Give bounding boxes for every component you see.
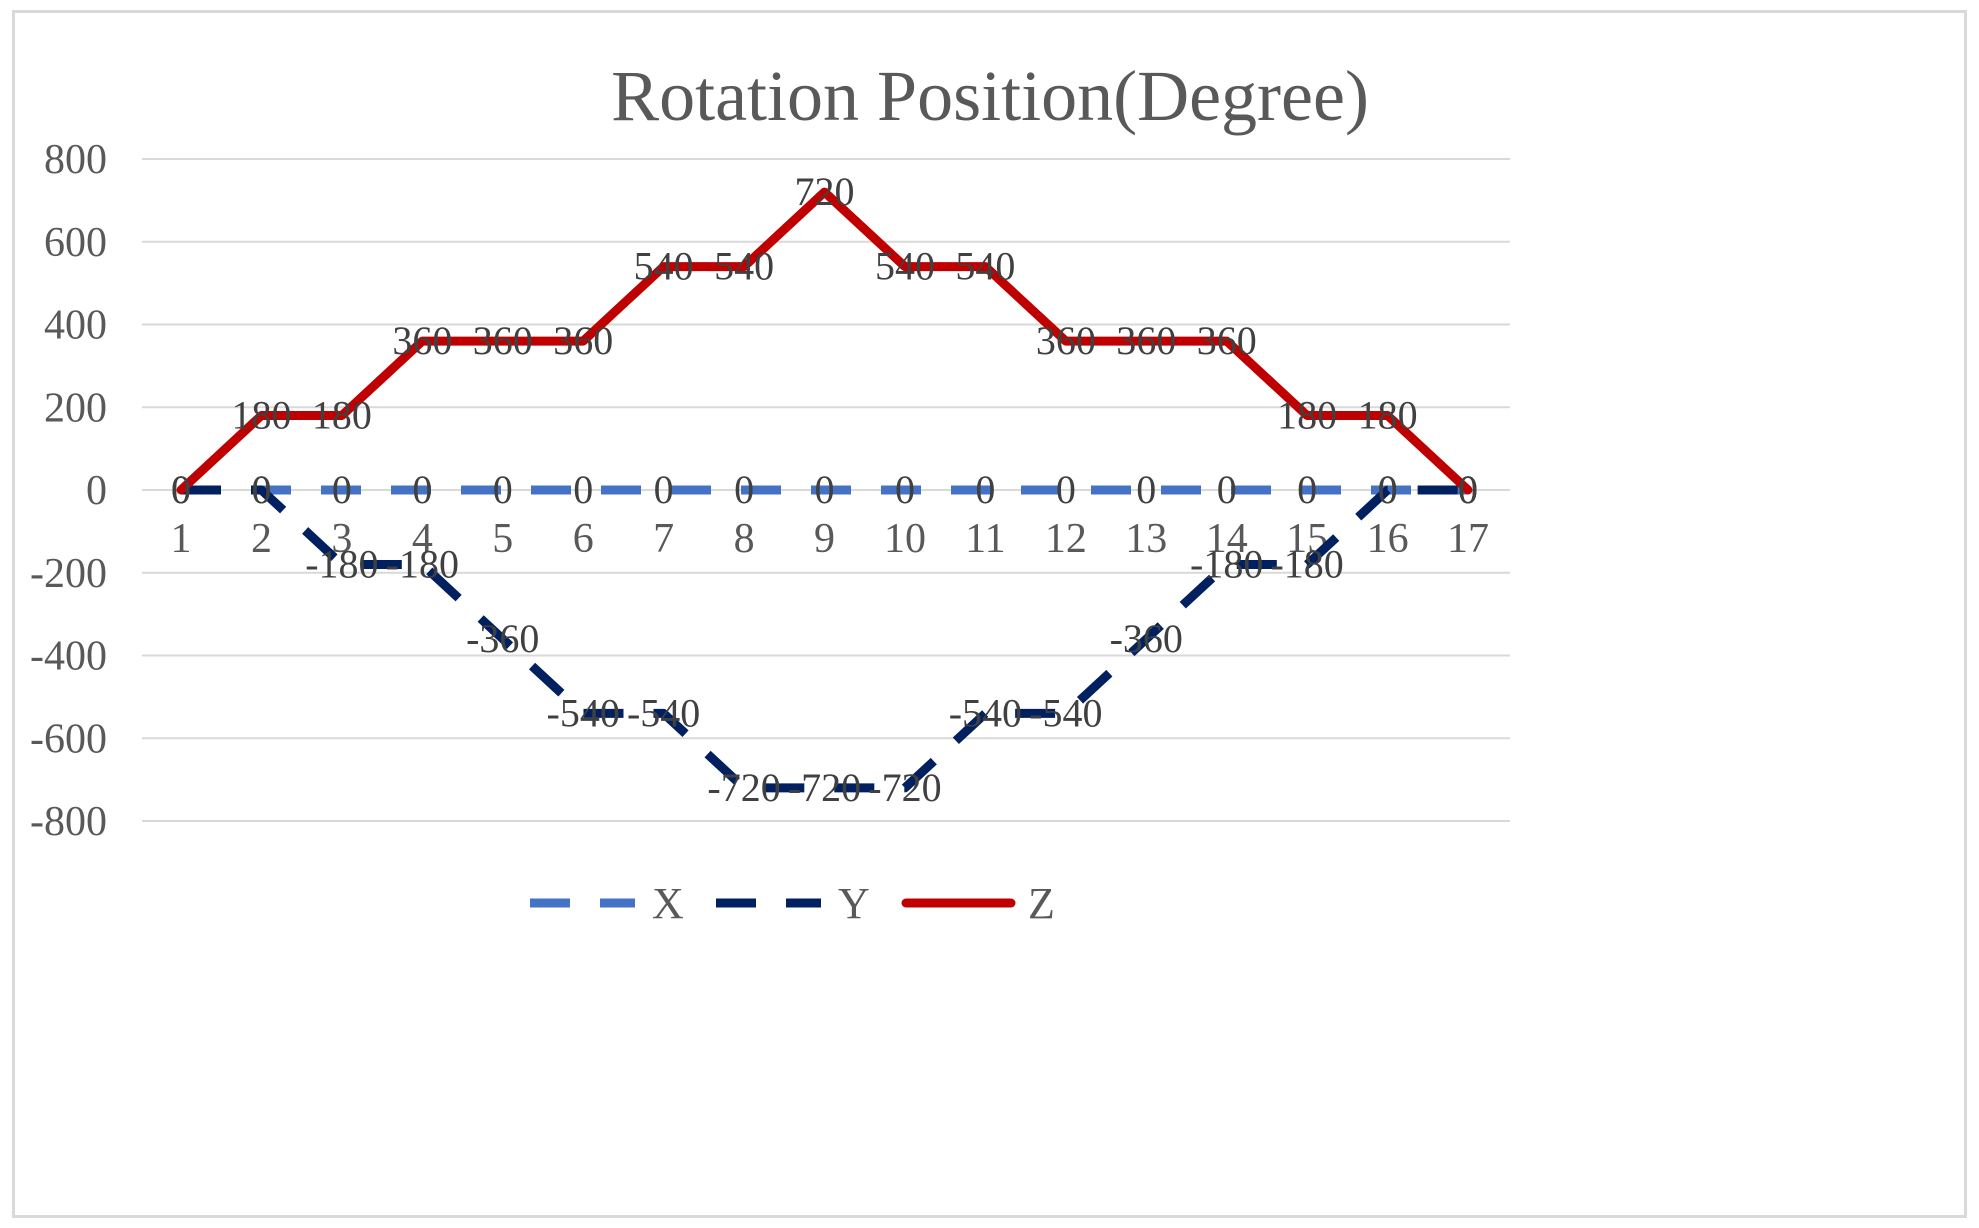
x-tick-label: 4 [412, 516, 433, 562]
data-label-x: 0 [573, 467, 593, 512]
data-label-z: 360 [553, 318, 613, 363]
data-label-x: 0 [975, 467, 995, 512]
data-label-x: 0 [493, 467, 513, 512]
data-label-x: 0 [1136, 467, 1156, 512]
data-label-x: 0 [815, 467, 835, 512]
data-label-x: 0 [1458, 467, 1478, 512]
data-label-y: -720 [868, 765, 941, 810]
data-label-x: 0 [412, 467, 432, 512]
y-tick-label: 0 [86, 468, 107, 514]
x-tick-label: 12 [1045, 516, 1087, 562]
data-label-y: 0 [1378, 467, 1398, 512]
data-label-z: 540 [875, 244, 935, 289]
data-label-z: 720 [795, 169, 855, 214]
series-line-z [176, 187, 1473, 495]
series-lines [176, 187, 1473, 793]
data-label-y: -540 [949, 690, 1022, 735]
x-axis-ticks: 1 2 3 4 5 6 7 8 9 10 11 12 13 14 15 16 17 [171, 516, 1490, 562]
data-label-y: -180 [1270, 541, 1343, 586]
y-axis-ticks: 800 600 400 200 0 -200 -400 -600 -800 [30, 137, 107, 845]
data-label-y: -360 [1110, 616, 1183, 661]
x-tick-label: 16 [1367, 516, 1409, 562]
data-label-z: 360 [392, 318, 452, 363]
x-tick-label: 13 [1125, 516, 1167, 562]
data-label-z: 360 [1197, 318, 1257, 363]
legend-label-x: X [652, 879, 684, 928]
data-label-x: 0 [654, 467, 674, 512]
data-label-z: 180 [1277, 393, 1337, 438]
x-tick-label: 8 [734, 516, 755, 562]
data-label-x: 0 [1378, 467, 1398, 512]
data-label-x: 0 [251, 467, 271, 512]
x-tick-label: 14 [1206, 516, 1248, 562]
y-tick-label: -200 [30, 551, 107, 597]
data-label-z: 180 [231, 393, 291, 438]
y-tick-label: 600 [44, 220, 107, 266]
x-tick-label: 2 [251, 516, 272, 562]
data-label-y: -720 [788, 765, 861, 810]
data-label-z: 540 [634, 244, 694, 289]
data-label-z: 360 [1036, 318, 1096, 363]
data-label-x: 0 [1056, 467, 1076, 512]
data-label-y: -180 [305, 541, 378, 586]
data-labels: 0 0 0 0 0 0 0 0 0 0 0 0 0 0 0 0 00 0-180 -180-360-540 -540-… [171, 169, 1478, 810]
legend: X Y Z [530, 879, 1055, 928]
x-tick-label: 10 [884, 516, 926, 562]
y-tick-label: -600 [30, 716, 107, 762]
data-label-x: 0 [332, 467, 352, 512]
data-label-z: 0 [171, 467, 191, 512]
data-label-y: -720 [707, 765, 780, 810]
data-label-z: 0 [1458, 467, 1478, 512]
x-tick-label: 6 [573, 516, 594, 562]
y-tick-label: 200 [44, 385, 107, 431]
x-tick-label: 7 [653, 516, 674, 562]
x-tick-label: 5 [492, 516, 513, 562]
chart-frame [12, 10, 1967, 1218]
x-tick-label: 9 [814, 516, 835, 562]
data-label-x: 0 [1217, 467, 1237, 512]
data-label-y: -180 [1190, 541, 1263, 586]
data-label-y: 0 [251, 467, 271, 512]
x-tick-label: 17 [1447, 516, 1489, 562]
y-tick-label: 800 [44, 137, 107, 183]
series-line-y [181, 485, 1468, 793]
data-label-z: 540 [714, 244, 774, 289]
data-label-z: 360 [473, 318, 533, 363]
data-label-y: 0 [171, 467, 191, 512]
x-tick-label: 1 [171, 516, 192, 562]
legend-label-z: Z [1028, 879, 1055, 928]
data-label-z: 540 [955, 244, 1015, 289]
chart-title: Rotation Position(Degree) [611, 56, 1369, 136]
x-tick-label: 3 [331, 516, 352, 562]
y-tick-label: 400 [44, 303, 107, 349]
data-label-y: -180 [386, 541, 459, 586]
data-label-y: -360 [466, 616, 539, 661]
data-label-z: 180 [1358, 393, 1418, 438]
gridlines [142, 158, 1510, 822]
data-label-x: 0 [1297, 467, 1317, 512]
data-label-z: 180 [312, 393, 372, 438]
y-tick-label: -800 [30, 799, 107, 845]
data-label-y: -540 [627, 690, 700, 735]
y-tick-label: -400 [30, 634, 107, 680]
data-label-x: 0 [171, 467, 191, 512]
data-label-y: 0 [1458, 467, 1478, 512]
data-label-x: 0 [734, 467, 754, 512]
legend-label-y: Y [838, 879, 870, 928]
data-label-x: 0 [895, 467, 915, 512]
data-label-y: -540 [547, 690, 620, 735]
x-tick-label: 11 [965, 516, 1005, 562]
data-label-z: 360 [1116, 318, 1176, 363]
data-label-y: -540 [1029, 690, 1102, 735]
